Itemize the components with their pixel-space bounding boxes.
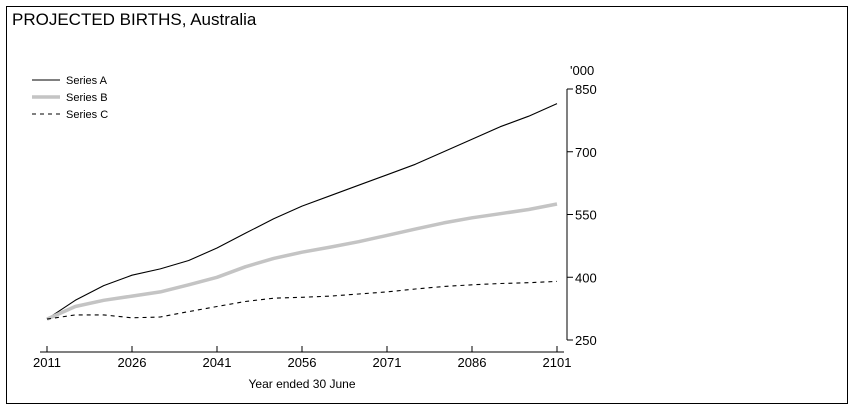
legend: Series A Series B Series C: [32, 75, 108, 121]
legend-label: Series A: [66, 75, 108, 87]
x-tick-label: 2056: [288, 355, 317, 370]
x-axis-title: Year ended 30 June: [249, 377, 356, 391]
x-tick-label: 2101: [543, 355, 572, 370]
series-line-a: [46, 103, 558, 320]
y-tick-label: 850: [575, 82, 597, 97]
y-tick-label: 550: [575, 208, 597, 223]
y-unit-label: '000: [570, 63, 594, 78]
chart-frame: [6, 6, 848, 404]
x-tick-label: 2026: [118, 355, 147, 370]
y-tick-label: 700: [575, 145, 597, 160]
x-tick-label: 2086: [458, 355, 487, 370]
axes: 2011 2026 2041 2056 2071 2086 2101 Year ended 3…: [33, 63, 597, 391]
x-tick-label: 2041: [203, 355, 232, 370]
x-tick-label: 2071: [373, 355, 402, 370]
series-line-b: [46, 202, 558, 321]
legend-label: Series B: [66, 92, 108, 104]
legend-label: Series C: [66, 109, 108, 121]
chart-title: PROJECTED BIRTHS, Australia: [12, 10, 257, 29]
y-tick-label: 400: [575, 270, 597, 285]
x-tick-label: 2011: [33, 355, 61, 370]
y-tick-label: 250: [575, 333, 597, 348]
series-lines: [46, 103, 558, 321]
series-line-c: [46, 280, 558, 320]
